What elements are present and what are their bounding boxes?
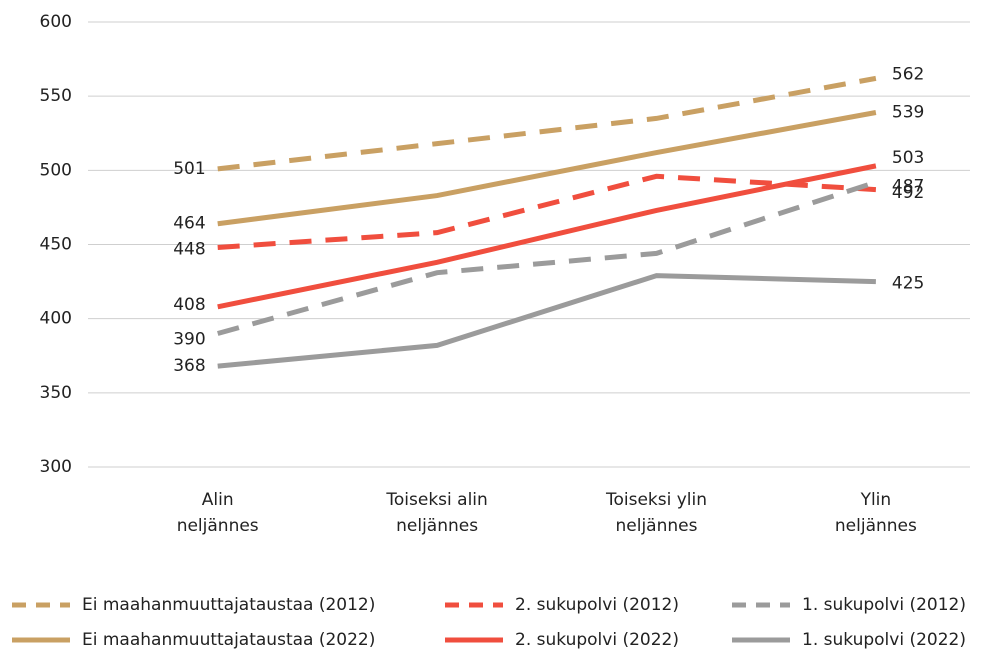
y-tick-label: 400 xyxy=(40,309,72,329)
data-label: 368 xyxy=(173,356,205,376)
y-tick-label: 550 xyxy=(40,86,72,106)
line xyxy=(217,75,877,172)
legend-label: 1. sukupolvi (2022) xyxy=(802,630,966,650)
data-label: 425 xyxy=(892,274,924,294)
x-tick-label-line: Ylin xyxy=(860,490,892,510)
line xyxy=(217,173,877,250)
y-tick-label: 450 xyxy=(40,235,72,255)
data-label: 448 xyxy=(173,239,205,259)
x-tick-label-line: neljännes xyxy=(835,516,917,536)
line xyxy=(217,273,876,369)
y-tick-label: 350 xyxy=(40,383,72,403)
x-tick-label-line: Alin xyxy=(202,490,234,510)
x-tick-label: Alin neljännes xyxy=(177,490,259,536)
x-tick-label-line: Toiseksi alin xyxy=(385,490,487,510)
data-label: 408 xyxy=(173,295,205,315)
legend-label: Ei maahanmuuttajataustaa (2012) xyxy=(82,595,375,615)
data-label: 503 xyxy=(892,148,924,168)
data-label: 464 xyxy=(173,214,205,234)
legend-label: 1. sukupolvi (2012) xyxy=(802,595,966,615)
x-tick-label: Toiseksi ylin neljännes xyxy=(605,490,707,536)
y-tick-label: 600 xyxy=(40,12,72,32)
line xyxy=(217,163,877,310)
data-label: 487 xyxy=(892,177,924,197)
x-tick-label-line: neljännes xyxy=(177,516,259,536)
legend-label: 2. sukupolvi (2022) xyxy=(515,630,679,650)
data-label: 539 xyxy=(892,102,924,122)
data-label: 492 xyxy=(892,183,924,203)
legend-label: Ei maahanmuuttajataustaa (2022) xyxy=(82,630,375,650)
x-tick-label-line: neljännes xyxy=(396,516,478,536)
data-label: 562 xyxy=(892,64,924,84)
data-label: 501 xyxy=(173,159,205,179)
x-tick-label: Toiseksi alin neljännes xyxy=(385,490,487,536)
line xyxy=(217,110,877,227)
x-tick-label-line: Toiseksi ylin xyxy=(605,490,707,510)
data-label: 390 xyxy=(173,330,205,350)
line xyxy=(217,179,877,336)
x-tick-label-line: neljännes xyxy=(616,516,698,536)
legend-label: 2. sukupolvi (2012) xyxy=(515,595,679,615)
y-tick-label: 500 xyxy=(40,160,72,180)
x-tick-label: Ylin neljännes xyxy=(835,490,917,536)
y-tick-label: 300 xyxy=(40,457,72,477)
